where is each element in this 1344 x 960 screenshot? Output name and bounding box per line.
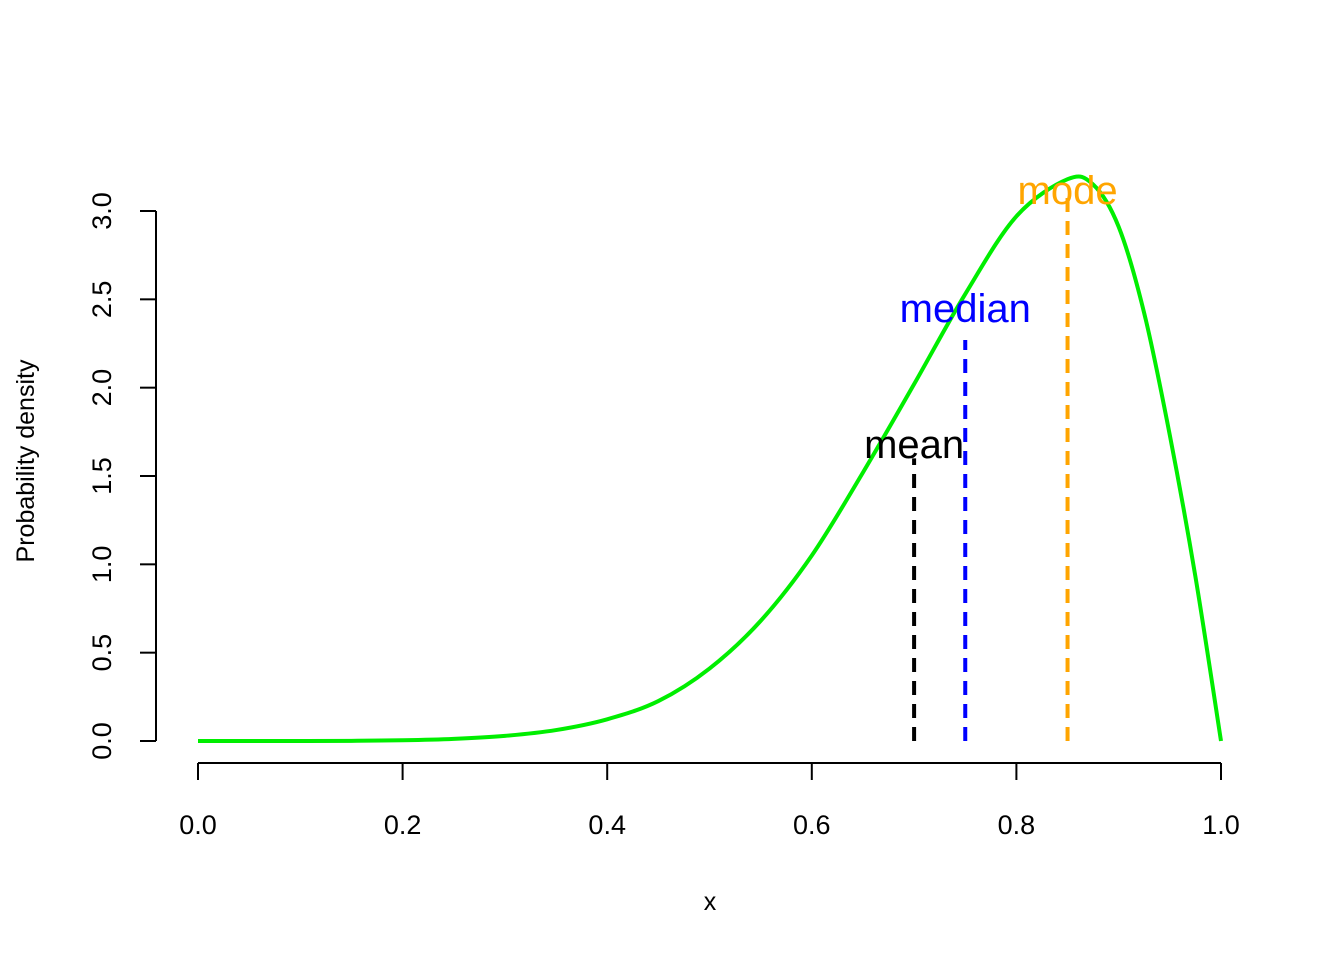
y-tick-label: 1.0	[87, 546, 117, 584]
y-tick-label: 2.0	[87, 369, 117, 407]
mode-label: mode	[1018, 169, 1118, 213]
series-layer	[198, 174, 1223, 744]
x-tick-label: 0.0	[179, 810, 217, 840]
x-tick-label: 0.6	[793, 810, 831, 840]
x-axis-title: x	[704, 888, 717, 916]
annotation-layer: mean median mode	[864, 169, 1118, 741]
x-tick-label: 0.8	[998, 810, 1036, 840]
y-tick-label: 0.5	[87, 634, 117, 672]
x-axis: 0.0 0.2 0.4 0.6 0.8 1.0	[179, 762, 1240, 840]
x-tick-label: 1.0	[1202, 810, 1240, 840]
y-axis-title: Probability density	[12, 359, 40, 562]
y-tick-label: 1.5	[87, 457, 117, 495]
y-tick-label: 3.0	[87, 192, 117, 230]
density-curve	[198, 174, 1223, 744]
y-tick-label: 2.5	[87, 281, 117, 319]
y-tick-label: 0.0	[87, 722, 117, 760]
y-axis: 0.0 0.5 1.0 1.5 2.0 2.5 3.0	[87, 192, 157, 760]
x-tick-label: 0.2	[384, 810, 422, 840]
median-label: median	[900, 287, 1031, 331]
x-tick-label: 0.4	[588, 810, 626, 840]
mean-label: mean	[864, 423, 964, 467]
